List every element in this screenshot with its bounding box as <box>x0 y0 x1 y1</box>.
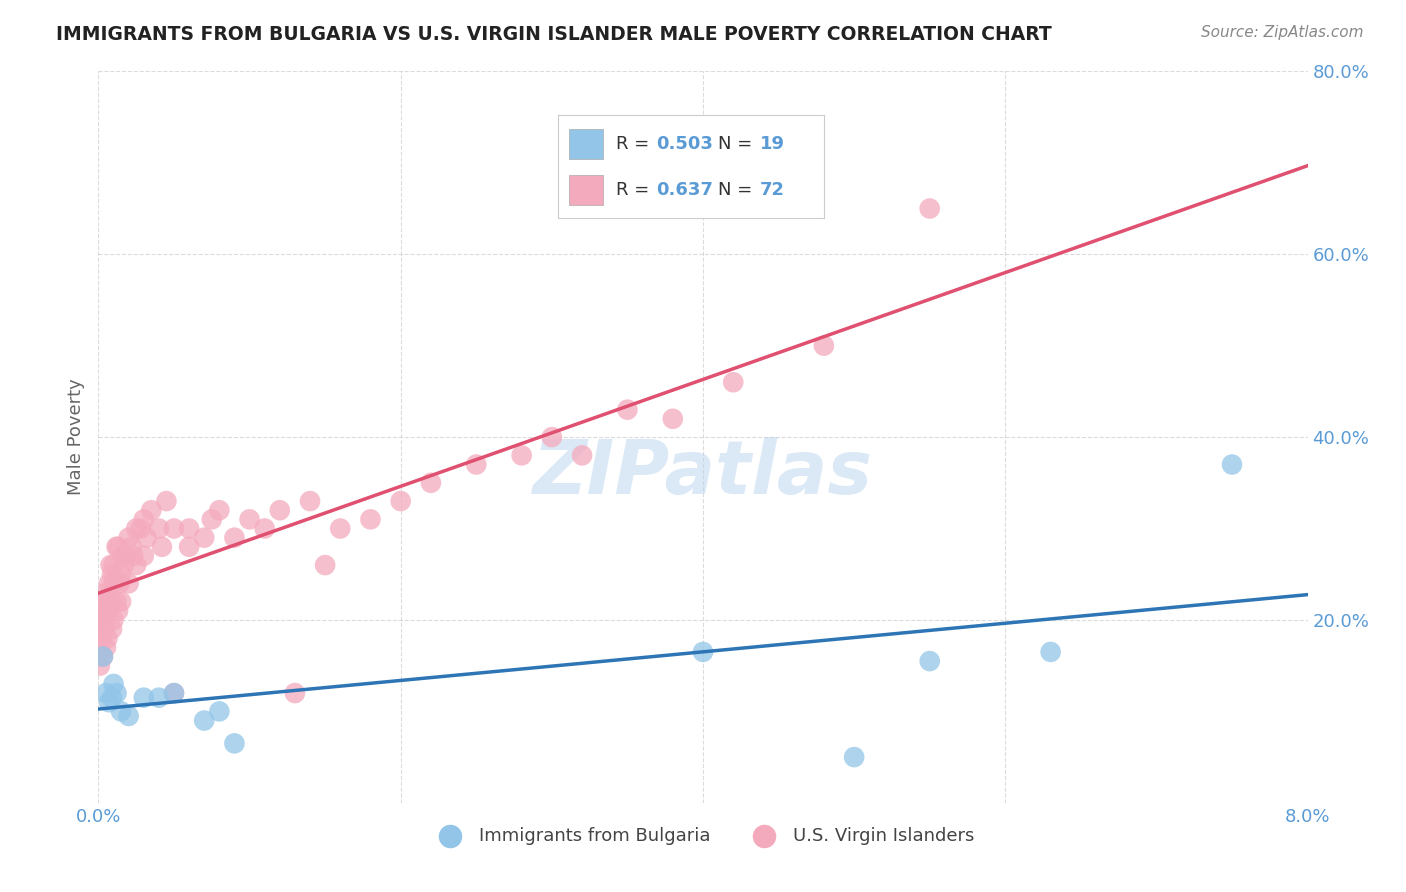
Point <box>118 709 141 723</box>
Point <box>90 613 112 627</box>
Point <box>100 594 122 608</box>
Point <box>540 430 562 444</box>
Point <box>148 690 170 705</box>
Point <box>93 594 115 608</box>
Point <box>163 521 186 535</box>
Point <box>299 494 322 508</box>
Point <box>103 677 125 691</box>
Legend: Immigrants from Bulgaria, U.S. Virgin Islanders: Immigrants from Bulgaria, U.S. Virgin Is… <box>425 820 981 852</box>
Point <box>100 558 122 573</box>
Point <box>122 549 145 563</box>
Point <box>125 558 148 573</box>
Point <box>661 412 683 426</box>
Point <box>98 695 121 709</box>
Point <box>224 531 246 545</box>
Point <box>108 576 131 591</box>
Point <box>389 494 412 508</box>
Point <box>465 458 488 472</box>
Point <box>105 686 128 700</box>
Point <box>314 558 336 573</box>
Point <box>129 521 152 535</box>
Point <box>208 503 231 517</box>
Text: IMMIGRANTS FROM BULGARIA VS U.S. VIRGIN ISLANDER MALE POVERTY CORRELATION CHART: IMMIGRANTS FROM BULGARIA VS U.S. VIRGIN … <box>56 25 1052 44</box>
Point <box>723 375 745 389</box>
Point <box>110 567 132 582</box>
Point <box>91 613 114 627</box>
Point <box>163 686 186 700</box>
Point <box>239 512 262 526</box>
Point <box>107 604 129 618</box>
Point <box>103 613 125 627</box>
Point <box>96 594 118 608</box>
Point <box>93 622 115 636</box>
Point <box>1220 458 1243 472</box>
Point <box>813 338 835 352</box>
Point <box>193 714 215 728</box>
Point <box>89 658 111 673</box>
Point <box>329 521 352 535</box>
Point <box>96 632 118 646</box>
Point <box>90 632 112 646</box>
Point <box>1039 645 1062 659</box>
Point <box>105 594 128 608</box>
Point <box>269 503 291 517</box>
Point <box>141 503 163 517</box>
Point <box>91 649 114 664</box>
Point <box>571 448 593 462</box>
Point <box>150 540 173 554</box>
Point <box>121 540 143 554</box>
Y-axis label: Male Poverty: Male Poverty <box>66 379 84 495</box>
Point <box>844 750 866 764</box>
Text: ZIPatlas: ZIPatlas <box>533 437 873 510</box>
Point <box>692 645 714 659</box>
Point <box>101 622 124 636</box>
Point <box>94 585 117 599</box>
Text: Source: ZipAtlas.com: Source: ZipAtlas.com <box>1201 25 1364 40</box>
Point <box>98 604 121 618</box>
Point <box>98 576 121 591</box>
Point <box>918 654 941 668</box>
Point <box>125 521 148 535</box>
Point <box>201 512 224 526</box>
Point <box>155 494 177 508</box>
Point <box>132 512 155 526</box>
Point <box>918 202 941 216</box>
Point <box>132 549 155 563</box>
Point <box>110 594 132 608</box>
Point <box>148 521 170 535</box>
Point <box>224 736 246 750</box>
Point <box>110 705 132 719</box>
Point <box>94 686 117 700</box>
Point <box>112 558 135 573</box>
Point <box>118 576 141 591</box>
Point <box>616 402 638 417</box>
Point <box>103 576 125 591</box>
Point <box>193 531 215 545</box>
Point <box>91 649 114 664</box>
Point <box>179 540 201 554</box>
Point <box>360 512 382 526</box>
Point <box>114 549 136 563</box>
Point <box>94 604 117 618</box>
Point <box>284 686 307 700</box>
Point <box>510 448 533 462</box>
Point <box>118 531 141 545</box>
Point <box>132 690 155 705</box>
Point <box>103 558 125 573</box>
Point <box>420 475 443 490</box>
Point <box>253 521 276 535</box>
Point <box>208 705 231 719</box>
Point <box>163 686 186 700</box>
Point <box>107 540 129 554</box>
Point <box>135 531 157 545</box>
Point <box>101 567 124 582</box>
Point <box>111 549 134 563</box>
Point <box>94 640 117 655</box>
Point <box>101 690 124 705</box>
Point <box>179 521 201 535</box>
Point <box>105 540 128 554</box>
